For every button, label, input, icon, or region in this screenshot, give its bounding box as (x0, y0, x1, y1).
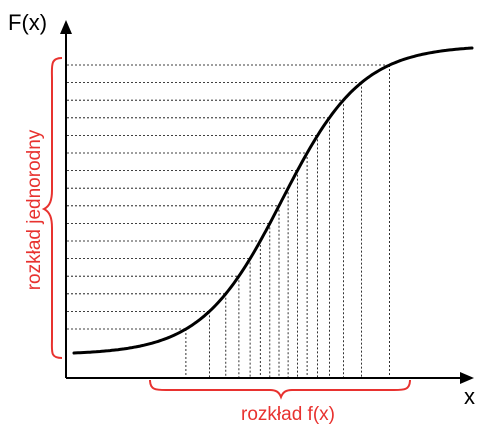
vertical-brace-label: rozkład jednorodny (24, 129, 45, 290)
cdf-curve (72, 46, 474, 355)
curly-brace-bottom-icon (149, 379, 411, 400)
sampling-guide-lines (67, 64, 391, 377)
x-axis-label: x (464, 384, 475, 409)
curly-brace-left-icon (41, 57, 63, 359)
horizontal-brace-label: rozkład f(x) (241, 404, 335, 425)
y-axis-label: F(x) (8, 10, 47, 35)
y-axis-arrow-icon (60, 20, 72, 34)
x-axis-arrow-icon (460, 372, 474, 384)
